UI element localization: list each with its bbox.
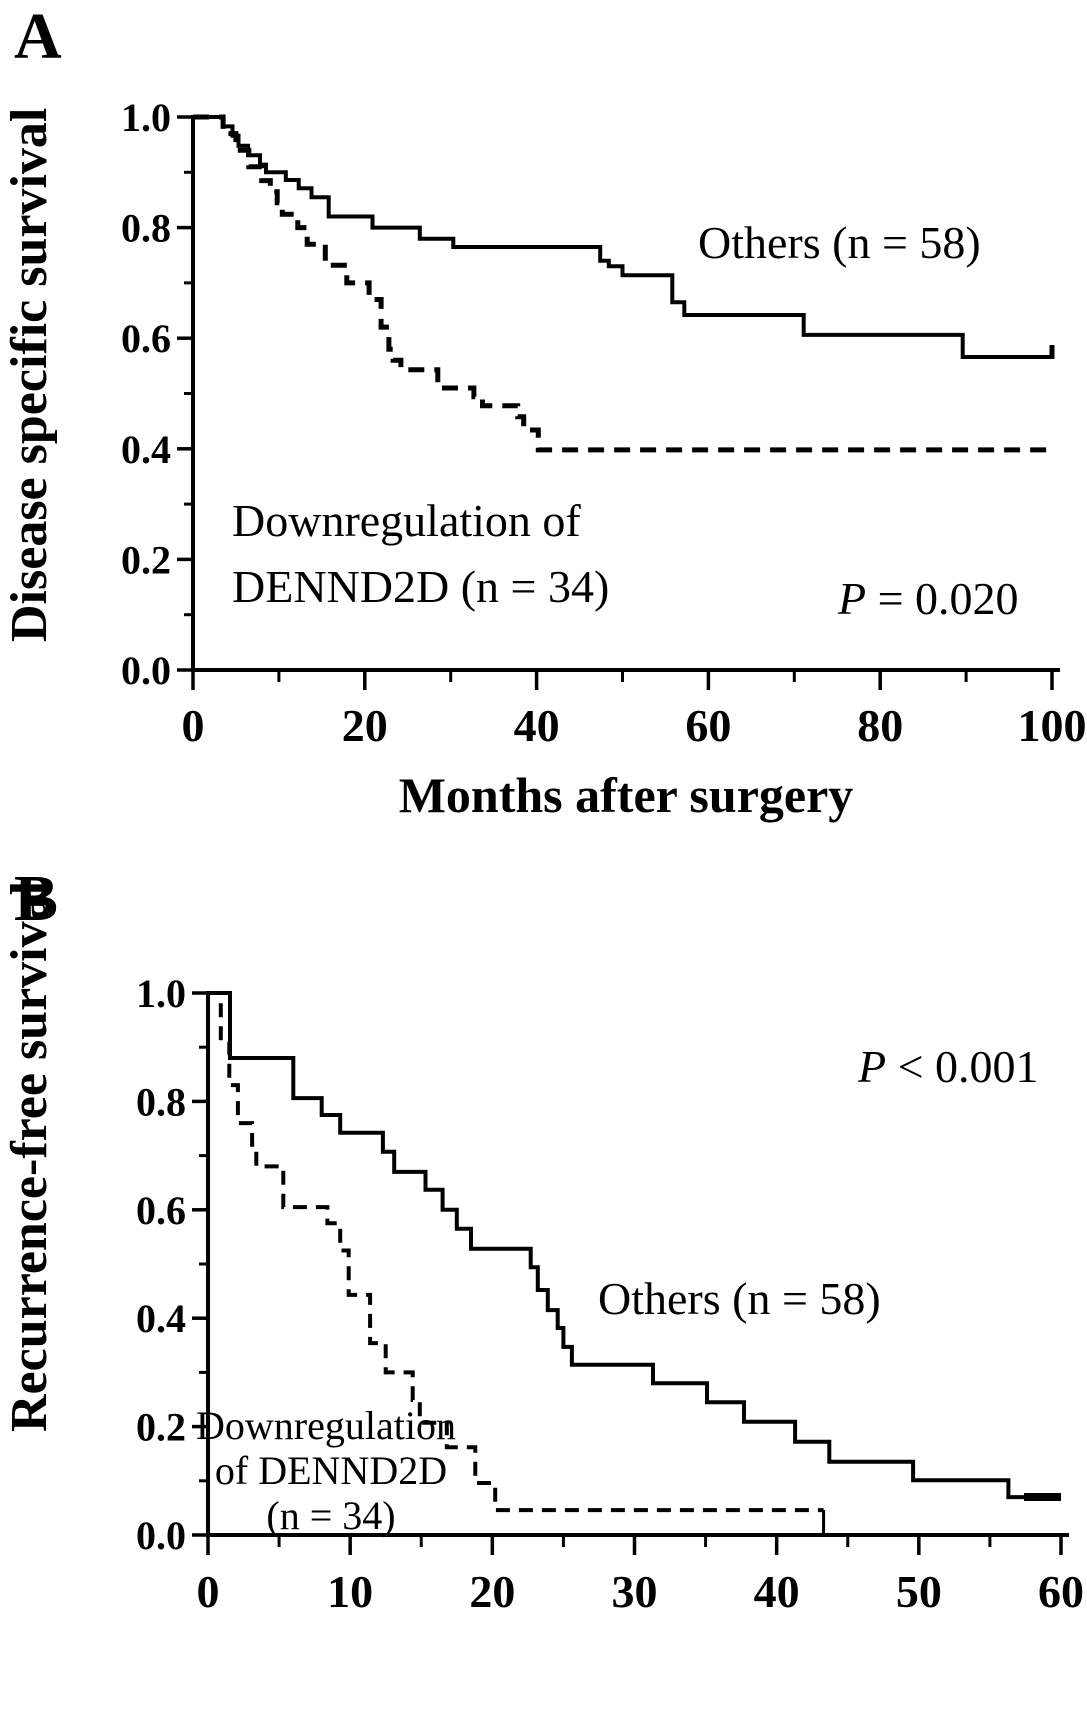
panel-b-downregulation-label-line2: of DENND2D — [214, 1448, 448, 1493]
panel-a-curve-downregulation — [193, 114, 1052, 453]
panel-b-y-tick-label: 0.2 — [136, 1405, 186, 1450]
panel-a-x-tick-label: 20 — [342, 700, 388, 751]
panel-b-x-tick-label: 20 — [469, 1566, 515, 1617]
panel-b-x-tick-label: 0 — [197, 1566, 220, 1617]
panel-b-x-tick-label: 50 — [896, 1566, 942, 1617]
panel-b-p-symbol: P — [858, 1041, 887, 1092]
panel-b-y-tick-label: 0.6 — [136, 1188, 186, 1233]
panel-a-letter: A — [14, 0, 62, 73]
panel-b-x-tick-label: 30 — [612, 1566, 658, 1617]
panel-b-p-text: < 0.001 — [886, 1041, 1039, 1092]
panel-b-x-tick-label: 10 — [327, 1566, 373, 1617]
panel-b-downregulation-label-line1: Downregulation — [196, 1403, 456, 1448]
panel-b-x-tick-label: 60 — [1038, 1566, 1084, 1617]
panel-a-p-value: P = 0.020 — [838, 576, 1019, 622]
panel-b-p-value: P < 0.001 — [858, 1044, 1039, 1090]
panel-a-downregulation-label-line2: DENND2D (n = 34) — [232, 561, 610, 612]
panel-a-p-symbol: P — [838, 573, 867, 624]
panel-b-curve-downregulation — [208, 991, 824, 1513]
panel-b-y-tick-label: 0.8 — [136, 1079, 186, 1124]
panel-b-x-tick-label: 40 — [754, 1566, 800, 1617]
panel-b-y-axis-title: Recurrence-free survival — [1, 880, 58, 1432]
panel-b-y-tick-label: 0.0 — [136, 1513, 186, 1558]
panel-a-others-label: Others (n = 58) — [698, 217, 981, 268]
panel-a-x-tick-label: 60 — [685, 700, 731, 751]
panel-a-y-tick-label: 0.8 — [121, 206, 171, 251]
panel-a-p-text: = 0.020 — [866, 573, 1019, 624]
panel-a-x-axis-title: Months after surgery — [398, 767, 854, 823]
panel-a-x-tick-label: 40 — [514, 700, 560, 751]
panel-b-y-tick-label: 0.4 — [136, 1296, 186, 1341]
panel-a-x-tick-label: 100 — [1018, 700, 1087, 751]
panel-a-x-tick-label: 80 — [857, 700, 903, 751]
panel-a-curve-others — [193, 115, 1052, 359]
panel-b-downregulation-label-line3: (n = 34) — [266, 1493, 396, 1538]
panel-b-y-tick-label: 1.0 — [136, 971, 186, 1016]
panel-a-y-tick-label: 1.0 — [121, 95, 171, 140]
panel-a-y-tick-label: 0.0 — [121, 648, 171, 693]
panel-a-downregulation-label-line1: Downregulation of — [232, 495, 581, 546]
panel-b-others-label: Others (n = 58) — [598, 1273, 881, 1324]
panel-a-y-tick-label: 0.6 — [121, 316, 171, 361]
panel-a-y-axis-title: Disease specific survival — [1, 107, 58, 642]
panel-b-letter: B — [14, 862, 59, 935]
panel-a-x-tick-label: 0 — [182, 700, 205, 751]
panel-a-y-tick-label: 0.4 — [121, 427, 171, 472]
panel-a-y-tick-label: 0.2 — [121, 537, 171, 582]
panel-b-curve-others — [208, 991, 1061, 1500]
